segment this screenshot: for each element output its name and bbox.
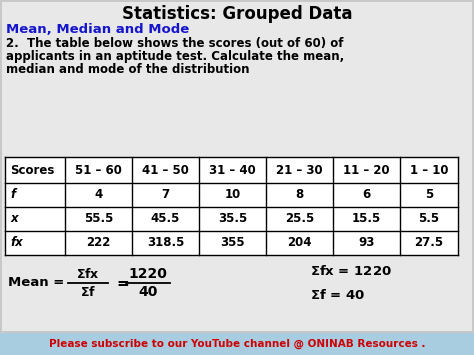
Text: fx: fx: [10, 236, 23, 250]
Text: 51 – 60: 51 – 60: [75, 164, 122, 176]
Text: Mean =: Mean =: [8, 277, 64, 289]
Text: 355: 355: [220, 236, 245, 250]
Text: 11 – 20: 11 – 20: [343, 164, 390, 176]
Text: $\mathbf{\Sigma}$fx = 1220: $\mathbf{\Sigma}$fx = 1220: [310, 264, 392, 278]
Text: 93: 93: [358, 236, 374, 250]
Text: 318.5: 318.5: [147, 236, 184, 250]
Text: 5.5: 5.5: [419, 213, 439, 225]
Text: 8: 8: [295, 189, 304, 202]
Text: 1220: 1220: [128, 267, 167, 281]
Text: 2.  The table below shows the scores (out of 60) of: 2. The table below shows the scores (out…: [6, 37, 344, 50]
Text: Statistics: Grouped Data: Statistics: Grouped Data: [122, 5, 352, 23]
Text: 4: 4: [94, 189, 103, 202]
Text: applicants in an aptitude test. Calculate the mean,: applicants in an aptitude test. Calculat…: [6, 50, 344, 63]
Text: =: =: [116, 275, 129, 290]
Text: 45.5: 45.5: [151, 213, 180, 225]
Text: 55.5: 55.5: [84, 213, 113, 225]
Text: 1 – 10: 1 – 10: [410, 164, 448, 176]
Bar: [0, 333, 474, 355]
Text: 7: 7: [162, 189, 170, 202]
Text: 222: 222: [86, 236, 111, 250]
Text: $\mathbf{\Sigma}$fx: $\mathbf{\Sigma}$fx: [76, 267, 100, 281]
Text: 41 – 50: 41 – 50: [142, 164, 189, 176]
Text: 21 – 30: 21 – 30: [276, 164, 323, 176]
Text: 10: 10: [224, 189, 241, 202]
Text: 15.5: 15.5: [352, 213, 381, 225]
Text: 6: 6: [363, 189, 371, 202]
Bar: [5, 157, 458, 255]
Text: 204: 204: [287, 236, 312, 250]
Text: 25.5: 25.5: [285, 213, 314, 225]
Text: Please subscribe to our YouTube channel @ ONINAB Resources .: Please subscribe to our YouTube channel …: [49, 339, 425, 349]
Text: 31 – 40: 31 – 40: [209, 164, 256, 176]
Text: 40: 40: [138, 285, 158, 299]
Text: 35.5: 35.5: [218, 213, 247, 225]
Text: $\mathbf{\Sigma}$f = 40: $\mathbf{\Sigma}$f = 40: [310, 288, 365, 302]
Text: f: f: [10, 189, 15, 202]
Text: $\mathbf{\Sigma}$f: $\mathbf{\Sigma}$f: [80, 285, 96, 299]
Text: 5: 5: [425, 189, 433, 202]
Text: Mean, Median and Mode: Mean, Median and Mode: [6, 23, 189, 36]
Text: x: x: [10, 213, 18, 225]
Text: Scores: Scores: [10, 164, 55, 176]
Text: median and mode of the distribution: median and mode of the distribution: [6, 63, 249, 76]
Text: 27.5: 27.5: [414, 236, 444, 250]
